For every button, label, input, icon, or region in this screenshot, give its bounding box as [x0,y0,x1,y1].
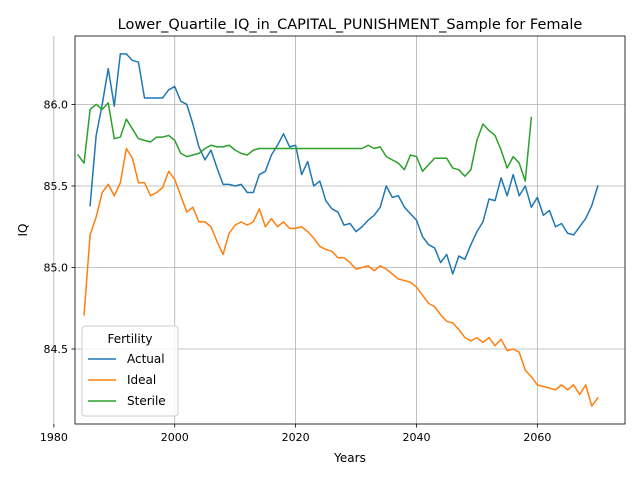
x-tick-label: 2040 [402,431,430,444]
y-axis-label: IQ [16,224,30,237]
grid [53,36,625,424]
x-axis-label: Years [333,451,366,465]
y-axis-ticks: 84.5 85.0 85.5 86.0 [44,98,75,356]
series-line-sterile [76,102,533,182]
legend-label-sterile: Sterile [127,394,166,408]
x-tick-label: 2020 [282,431,310,444]
legend-box [81,325,179,417]
series-line-actual [89,53,599,275]
series-line-ideal [83,147,599,407]
x-tick-label: 2000 [161,431,189,444]
y-tick-label: 86.0 [44,98,69,111]
x-axis-ticks: 1980 2000 2020 2040 2060 [40,424,551,444]
chart-title: Lower_Quartile_IQ_in_CAPITAL_PUNISHMENT_… [118,17,583,33]
legend: Fertility Actual Ideal Sterile [81,325,179,417]
series-lines [76,53,599,407]
legend-title: Fertility [107,332,152,346]
x-tick-label: 1980 [40,431,68,444]
plot-frame [74,35,626,425]
x-tick-label: 2060 [523,431,551,444]
y-tick-label: 84.5 [44,343,69,356]
y-tick-label: 85.0 [44,261,69,274]
y-tick-label: 85.5 [44,180,69,193]
legend-label-actual: Actual [127,352,165,366]
legend-label-ideal: Ideal [127,373,156,387]
legend-entries: Actual Ideal Sterile [88,352,166,408]
